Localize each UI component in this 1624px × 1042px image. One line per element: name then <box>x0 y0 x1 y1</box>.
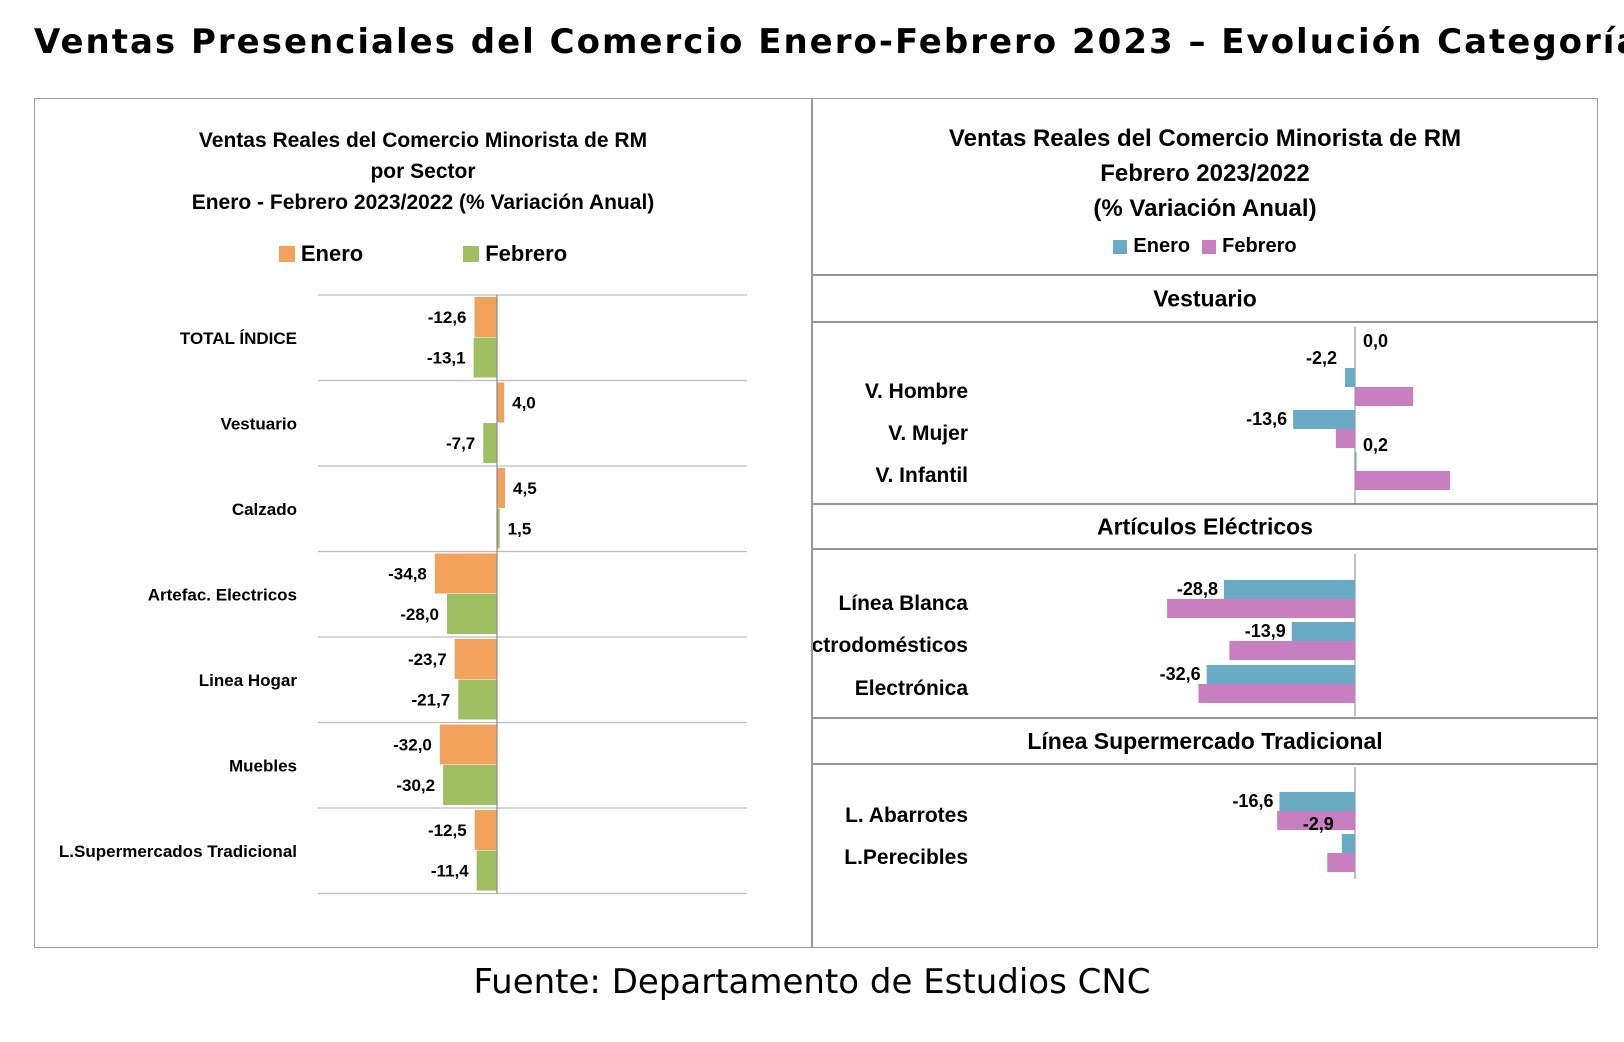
category-label-electrodomesticos: Electrodomésticos <box>813 634 968 657</box>
bar-enero-electronica <box>1206 665 1355 684</box>
right-chart-title-line-2: Febrero 2023/2022 <box>1100 160 1310 187</box>
bar-febrero-linea-blanca <box>1167 599 1355 618</box>
data-label-enero-v-infantil: 0,2 <box>1363 435 1388 455</box>
data-label-febrero-artefac-electricos: -28,0 <box>400 605 439 624</box>
bar-enero-v-infantil <box>1355 452 1357 471</box>
bar-enero-v-hombre <box>1344 368 1355 387</box>
source-footer: Fuente: Departamento de Estudios CNC <box>473 962 1151 1002</box>
left-bar-chart: TOTAL ÍNDICE -12,6 -13,1 Vestuario 4,0 -7,7 Ca… <box>59 294 747 895</box>
data-label-febrero-calzado: 1,5 <box>508 520 532 539</box>
bar-febrero-muebles <box>443 765 497 805</box>
data-label-febrero-total-indice: -13,1 <box>427 349 466 368</box>
category-label-linea-blanca: Línea Blanca <box>838 592 968 615</box>
right-bar-chart: Vestuario V. Hombre -2,2 V. Mujer -13,6 V. In… <box>813 274 1597 879</box>
category-label-linea-hogar: Linea Hogar <box>199 671 298 690</box>
bar-enero-v-mujer <box>1293 410 1355 429</box>
bar-febrero-electrodomesticos <box>1229 641 1355 660</box>
bar-febrero-vestuario <box>483 423 497 463</box>
legend-swatch-febrero <box>1202 239 1217 254</box>
legend-label-enero: Enero <box>1133 235 1191 257</box>
bar-febrero-v-hombre <box>1355 387 1414 406</box>
bar-febrero-total-indice <box>473 337 497 378</box>
category-label-v-infantil: V. Infantil <box>875 464 968 487</box>
data-label-enero-v-mujer: -13,6 <box>1246 409 1287 429</box>
category-label-v-mujer: V. Mujer <box>888 422 968 445</box>
data-label-enero-artefac-electricos: -34,8 <box>388 565 427 584</box>
bar-enero-linea-blanca <box>1223 580 1355 599</box>
page-title: Ventas Presenciales del Comercio Enero-F… <box>34 22 1624 62</box>
category-label-muebles: Muebles <box>229 756 297 775</box>
data-label-febrero-l-supermercados-tradicional: -11,4 <box>431 862 469 881</box>
legend-label-febrero: Febrero <box>1222 235 1297 257</box>
bar-febrero-electronica <box>1198 684 1355 703</box>
left-chart-panel: Ventas Reales del Comercio Minorista de … <box>34 98 812 948</box>
bar-enero-l-supermercados-tradicional <box>474 810 497 850</box>
group-header-vestuario: Vestuario <box>1153 286 1257 312</box>
data-label-zero-top: 0,0 <box>1363 331 1388 351</box>
bar-enero-l-abarrotes <box>1279 792 1355 811</box>
category-label-l-abarrotes: L. Abarrotes <box>845 804 968 827</box>
right-chart-title: Ventas Reales del Comercio Minorista de … <box>813 121 1597 226</box>
category-label-artefac-electricos: Artefac. Electricos <box>148 585 297 604</box>
data-label-enero-vestuario: 4,0 <box>512 394 536 413</box>
left-chart-title-line-2: por Sector <box>370 160 476 183</box>
bar-enero-calzado <box>497 468 506 508</box>
legend-swatch-enero <box>278 246 295 262</box>
left-chart-title-line-3: Enero - Febrero 2023/2022 (% Variación A… <box>191 191 655 214</box>
right-chart-title-line-3: (% Variación Anual) <box>1093 195 1317 222</box>
category-label-total-indice: TOTAL ÍNDICE <box>180 329 297 348</box>
legend-item-febrero: Febrero <box>1202 235 1297 258</box>
category-label-l-supermercados-tradicional: L.Supermercados Tradicional <box>59 842 297 861</box>
bar-enero-linea-hogar <box>454 639 497 679</box>
left-chart-title-line-1: Ventas Reales del Comercio Minorista de … <box>198 129 648 152</box>
legend-swatch-enero <box>1113 239 1128 254</box>
data-label-enero-v-hombre: -2,2 <box>1306 348 1337 368</box>
bar-enero-muebles <box>439 724 497 765</box>
legend-item-febrero: Febrero <box>463 241 567 267</box>
bar-enero-vestuario <box>497 382 505 423</box>
category-label-l-perecibles: L.Perecibles <box>844 846 968 869</box>
data-label-febrero-muebles: -30,2 <box>396 776 435 795</box>
data-label-enero-linea-hogar: -23,7 <box>408 650 447 669</box>
bar-febrero-l-perecibles <box>1327 853 1355 872</box>
legend-swatch-febrero <box>463 246 480 262</box>
right-chart-title-line-1: Ventas Reales del Comercio Minorista de … <box>948 125 1462 152</box>
category-label-v-hombre: V. Hombre <box>865 380 968 403</box>
bar-enero-l-perecibles <box>1341 834 1355 853</box>
group-header-linea-supermercado-tradicional: Línea Supermercado Tradicional <box>1027 728 1382 754</box>
left-chart-title: Ventas Reales del Comercio Minorista de … <box>35 125 811 218</box>
bar-febrero-artefac-electricos <box>447 594 497 634</box>
bar-febrero-v-infantil <box>1355 471 1451 490</box>
category-label-calzado: Calzado <box>232 500 297 519</box>
data-label-enero-linea-blanca: -28,8 <box>1177 579 1218 599</box>
data-label-enero-l-supermercados-tradicional: -12,5 <box>428 821 467 840</box>
data-label-enero-electrodomesticos: -13,9 <box>1245 621 1286 641</box>
data-label-enero-calzado: 4,5 <box>513 479 537 498</box>
legend-item-enero: Enero <box>278 241 364 267</box>
data-label-febrero-linea-hogar: -21,7 <box>412 691 451 710</box>
bar-enero-total-indice <box>474 297 497 337</box>
group-header-articulos-electricos: Artículos Eléctricos <box>1097 514 1313 540</box>
right-chart-legend: Enero Febrero <box>813 235 1597 258</box>
bar-febrero-l-supermercados-tradicional <box>476 850 497 891</box>
left-chart-legend: Enero Febrero <box>35 241 811 267</box>
bar-febrero-l-abarrotes <box>1277 811 1355 830</box>
data-label-enero-total-indice: -12,6 <box>428 308 467 327</box>
data-label-enero-electronica: -32,6 <box>1160 664 1201 684</box>
legend-label-febrero: Febrero <box>485 241 568 266</box>
data-label-febrero-vestuario: -7,7 <box>446 434 475 453</box>
category-label-electronica: Electrónica <box>855 677 969 700</box>
category-label-vestuario: Vestuario <box>220 414 297 433</box>
bar-febrero-linea-hogar <box>458 679 497 720</box>
right-chart-panel: Ventas Reales del Comercio Minorista de … <box>812 98 1598 948</box>
legend-label-enero: Enero <box>300 241 364 266</box>
legend-item-enero: Enero <box>1113 235 1190 258</box>
data-label-enero-l-perecibles: -2,9 <box>1303 814 1334 834</box>
data-label-enero-l-abarrotes: -16,6 <box>1232 791 1273 811</box>
bar-febrero-calzado <box>497 508 500 549</box>
bar-enero-artefac-electricos <box>434 553 497 594</box>
data-label-enero-muebles: -32,0 <box>393 736 432 755</box>
bar-enero-electrodomesticos <box>1291 622 1355 641</box>
bar-febrero-v-mujer <box>1335 429 1355 448</box>
